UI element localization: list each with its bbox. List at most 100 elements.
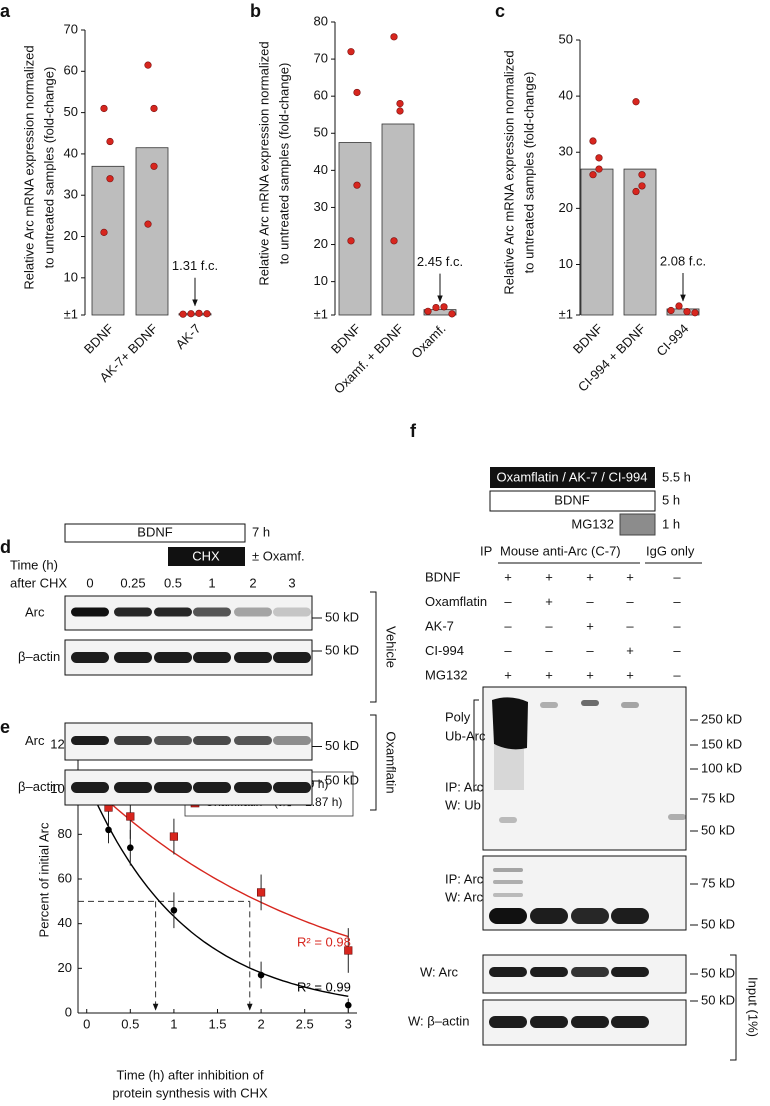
row-label: BDNF [425,569,460,584]
x-tick-label: AK-7 [173,321,204,352]
treatment-box [619,513,656,536]
treatment-box [489,490,656,512]
annotation: 2.08 f.c. [660,253,706,268]
data-point [100,228,108,236]
data-point [440,303,448,311]
band [193,736,231,745]
y-tick-label: 80 [58,826,72,841]
y-tick-label: ±1 [64,306,78,321]
data-point [589,171,597,179]
data-point [257,971,265,979]
group-bracket [370,591,377,703]
size-marker: 50 kD [701,965,735,980]
band [489,1016,527,1028]
y-tick-label: 40 [58,915,72,930]
bar [178,313,212,316]
y-tick-label: 30 [559,144,573,159]
band [154,736,192,745]
band [540,702,558,708]
y-tick-label: 50 [314,125,328,140]
blot-label: W: Arc [420,964,459,979]
x-tick-label: BDNF [81,321,117,357]
data-point [203,310,211,318]
bar [423,309,457,316]
data-point [396,99,404,108]
sign: – [504,643,512,658]
row-label: Arc [25,733,45,748]
band [234,736,272,745]
data-point [347,237,355,245]
data-point [126,812,135,821]
band [611,1016,649,1028]
poly-bracket [473,699,479,791]
treatment-label: BDNF [137,524,172,539]
sign: + [626,643,634,658]
size-marker: 100 kD [701,760,742,775]
x-axis-label: Time (h) after inhibition of [117,1067,264,1082]
blot-label: W: β–actin [408,1013,469,1028]
data-point [390,33,398,41]
data-point [448,310,456,318]
group-bracket [370,714,377,811]
sign: + [626,569,634,584]
size-marker: 50 kD [701,916,735,931]
data-point [424,307,432,315]
sign: + [586,667,594,682]
panel-letter: a [0,1,11,21]
band [489,908,527,924]
bar [338,142,372,316]
y-tick-label: 70 [64,21,78,36]
row-label: MG132 [425,667,468,682]
bar [135,147,169,316]
group-label: Oxamflatin [384,731,399,793]
data-point [432,303,440,312]
ip-group: IgG only [646,543,695,558]
band [114,607,152,617]
size-marker: 50 kD [325,642,359,657]
band [71,736,109,745]
band [154,782,192,793]
y-tick-label: 40 [64,145,78,160]
y-tick-label: 0 [65,1004,72,1019]
sign: – [545,643,553,658]
panel-letter: d [0,537,11,557]
treatment-box [168,547,245,566]
y-tick-label: 10 [559,256,573,271]
sign: – [586,594,594,609]
data-point [144,61,152,69]
band [493,880,523,884]
panel-letter: e [0,717,10,737]
data-point [179,310,187,318]
band [571,1016,609,1028]
band [611,908,649,924]
sign: + [504,667,512,682]
band [71,652,109,663]
y-tick-label: 70 [314,51,328,66]
time-label: Time (h) [10,557,58,572]
data-point [144,220,152,228]
bar [666,308,700,316]
y-axis-label: to untreated samples (fold-change) [41,67,56,269]
band [530,967,568,977]
x-tick-label: 3 [345,1016,352,1031]
treatment-duration: 5 h [662,492,680,507]
data-point [344,1001,352,1009]
treatment-label: BDNF [554,492,589,507]
sign: – [504,618,512,633]
band [154,607,192,617]
treatment-duration: 7 h [252,524,270,539]
row-label: β–actin [18,649,60,664]
panel-letter: f [410,421,417,441]
x-tick-label: 1.5 [208,1016,226,1031]
input-label: Input (1%) [746,977,761,1037]
y-tick-label: 30 [314,199,328,214]
treatment-duration: ± Oxamf. [252,548,305,563]
sign: + [545,594,553,609]
data-point [589,137,597,145]
bar [91,165,125,316]
treatment-duration: 1 h [662,516,680,531]
r2-label: R² = 0.99 [297,979,351,994]
band [273,607,311,617]
band [273,736,311,745]
